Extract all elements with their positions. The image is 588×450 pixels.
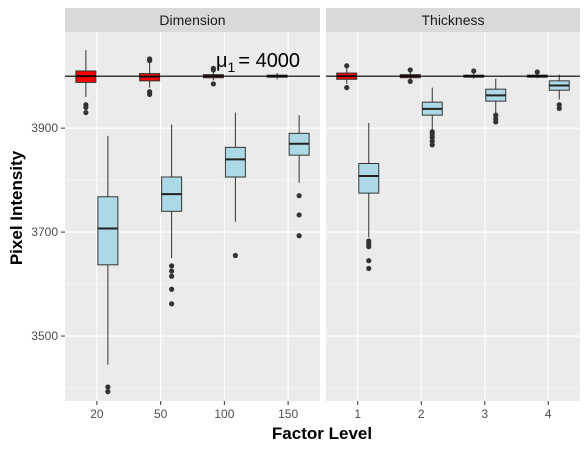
outlier-point <box>296 193 302 199</box>
box-iqr <box>97 196 119 266</box>
outlier-point <box>210 81 216 87</box>
facet-thickness: Thickness 1 2 3 4 <box>326 8 580 421</box>
outlier-point <box>105 384 111 390</box>
box-treatment <box>548 74 570 111</box>
y-tick-label: 3700 <box>31 225 58 239</box>
x-tick-label: 3 <box>481 407 488 421</box>
x-tick-label: 20 <box>90 407 104 421</box>
facet-dimension: Dimension 20 50 100 150 μ1 = 4000 <box>65 8 320 421</box>
y-tick-label: 3900 <box>31 121 58 135</box>
y-axis: 3500 3700 3900 <box>31 121 65 343</box>
x-tick-label: 100 <box>214 407 234 421</box>
y-axis-title: Pixel Intensity <box>7 150 26 265</box>
box-treatment <box>161 124 183 307</box>
outlier-point <box>366 244 372 250</box>
outlier-point <box>493 112 499 118</box>
box-treatment <box>288 115 310 239</box>
outlier-point <box>169 301 175 307</box>
reference-mu-subscript: 1 <box>228 59 236 75</box>
facet-strip <box>326 8 580 32</box>
x-tick-label: 50 <box>154 407 168 421</box>
box-iqr <box>358 162 380 194</box>
outlier-point <box>429 134 435 141</box>
outlier-point <box>232 252 238 259</box>
facet-strip-label: Thickness <box>421 12 484 28</box>
outlier-point <box>493 119 499 125</box>
reference-line-label: μ1 = 4000 <box>216 50 300 75</box>
x-tick-label: 4 <box>545 407 552 421</box>
outlier-point <box>147 91 153 97</box>
outlier-point <box>83 104 89 110</box>
outlier-point <box>471 68 477 74</box>
outlier-point <box>556 102 562 108</box>
box-treatment <box>358 122 380 272</box>
outlier-point <box>169 268 175 274</box>
outlier-point <box>210 67 216 73</box>
outlier-point <box>147 57 153 64</box>
outlier-point <box>296 233 302 239</box>
outlier-point <box>366 265 372 272</box>
outlier-point <box>344 63 350 69</box>
outlier-point <box>429 138 435 144</box>
facet-strip <box>65 8 320 32</box>
facet-strip-label: Dimension <box>159 12 225 28</box>
outlier-point <box>407 67 413 73</box>
panel-background <box>326 32 580 401</box>
reference-value: = 4000 <box>238 50 300 72</box>
box-treatment <box>421 87 443 148</box>
outlier-point <box>344 85 350 91</box>
outlier-point <box>407 78 413 84</box>
box-treatment <box>224 112 246 259</box>
outlier-point <box>429 142 435 148</box>
outlier-point <box>83 109 89 116</box>
outlier-point <box>366 258 372 264</box>
outlier-point <box>169 263 175 269</box>
box-iqr <box>224 146 246 178</box>
y-tick-label: 3500 <box>31 329 58 343</box>
x-axis-title: Factor Level <box>272 424 372 443</box>
x-tick-label: 1 <box>354 407 361 421</box>
outlier-point <box>169 286 175 292</box>
box-treatment <box>485 78 507 125</box>
reference-mu-symbol: μ <box>216 50 228 72</box>
outlier-point <box>105 389 111 395</box>
outlier-point <box>169 273 175 279</box>
x-tick-label: 2 <box>418 407 425 421</box>
outlier-point <box>296 212 302 218</box>
outlier-point <box>534 69 540 75</box>
outlier-point <box>556 105 562 111</box>
box-treatment <box>97 135 119 395</box>
x-tick-label: 150 <box>278 407 298 421</box>
